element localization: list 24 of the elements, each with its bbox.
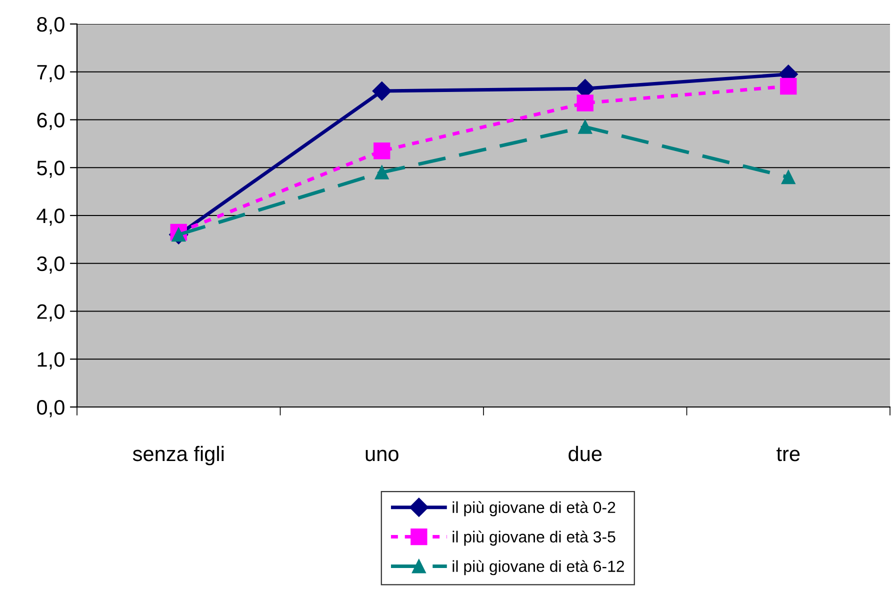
- y-tick-label: 3,0: [37, 256, 64, 274]
- legend-label: il più giovane di età 3-5: [452, 530, 616, 546]
- y-tick-label: 7,0: [37, 64, 64, 82]
- point: [372, 81, 392, 101]
- legend-label: il più giovane di età 0-2: [452, 501, 616, 516]
- point: [780, 78, 797, 95]
- x-tick-label: due: [568, 446, 602, 462]
- point: [781, 170, 796, 184]
- y-tick-label: 4,0: [36, 208, 64, 226]
- y-tick-label: 1,0: [38, 352, 64, 370]
- x-tick-label: uno: [366, 450, 398, 462]
- legend-label: il più giovane di età 6-12: [452, 560, 624, 576]
- y-tick-label: 6,0: [37, 112, 64, 130]
- point: [172, 228, 186, 242]
- point: [578, 120, 592, 134]
- y-tick-label: 2,0: [37, 304, 64, 322]
- x-tick-label: tre: [776, 448, 800, 462]
- y-tick-label: 0,0: [37, 400, 64, 418]
- point: [576, 94, 594, 112]
- point: [374, 165, 389, 180]
- y-tick-label: 5,0: [37, 160, 64, 178]
- y-tick-label: 8,0: [37, 17, 64, 34]
- x-tick-label: senza figli: [132, 446, 224, 466]
- point: [374, 142, 390, 160]
